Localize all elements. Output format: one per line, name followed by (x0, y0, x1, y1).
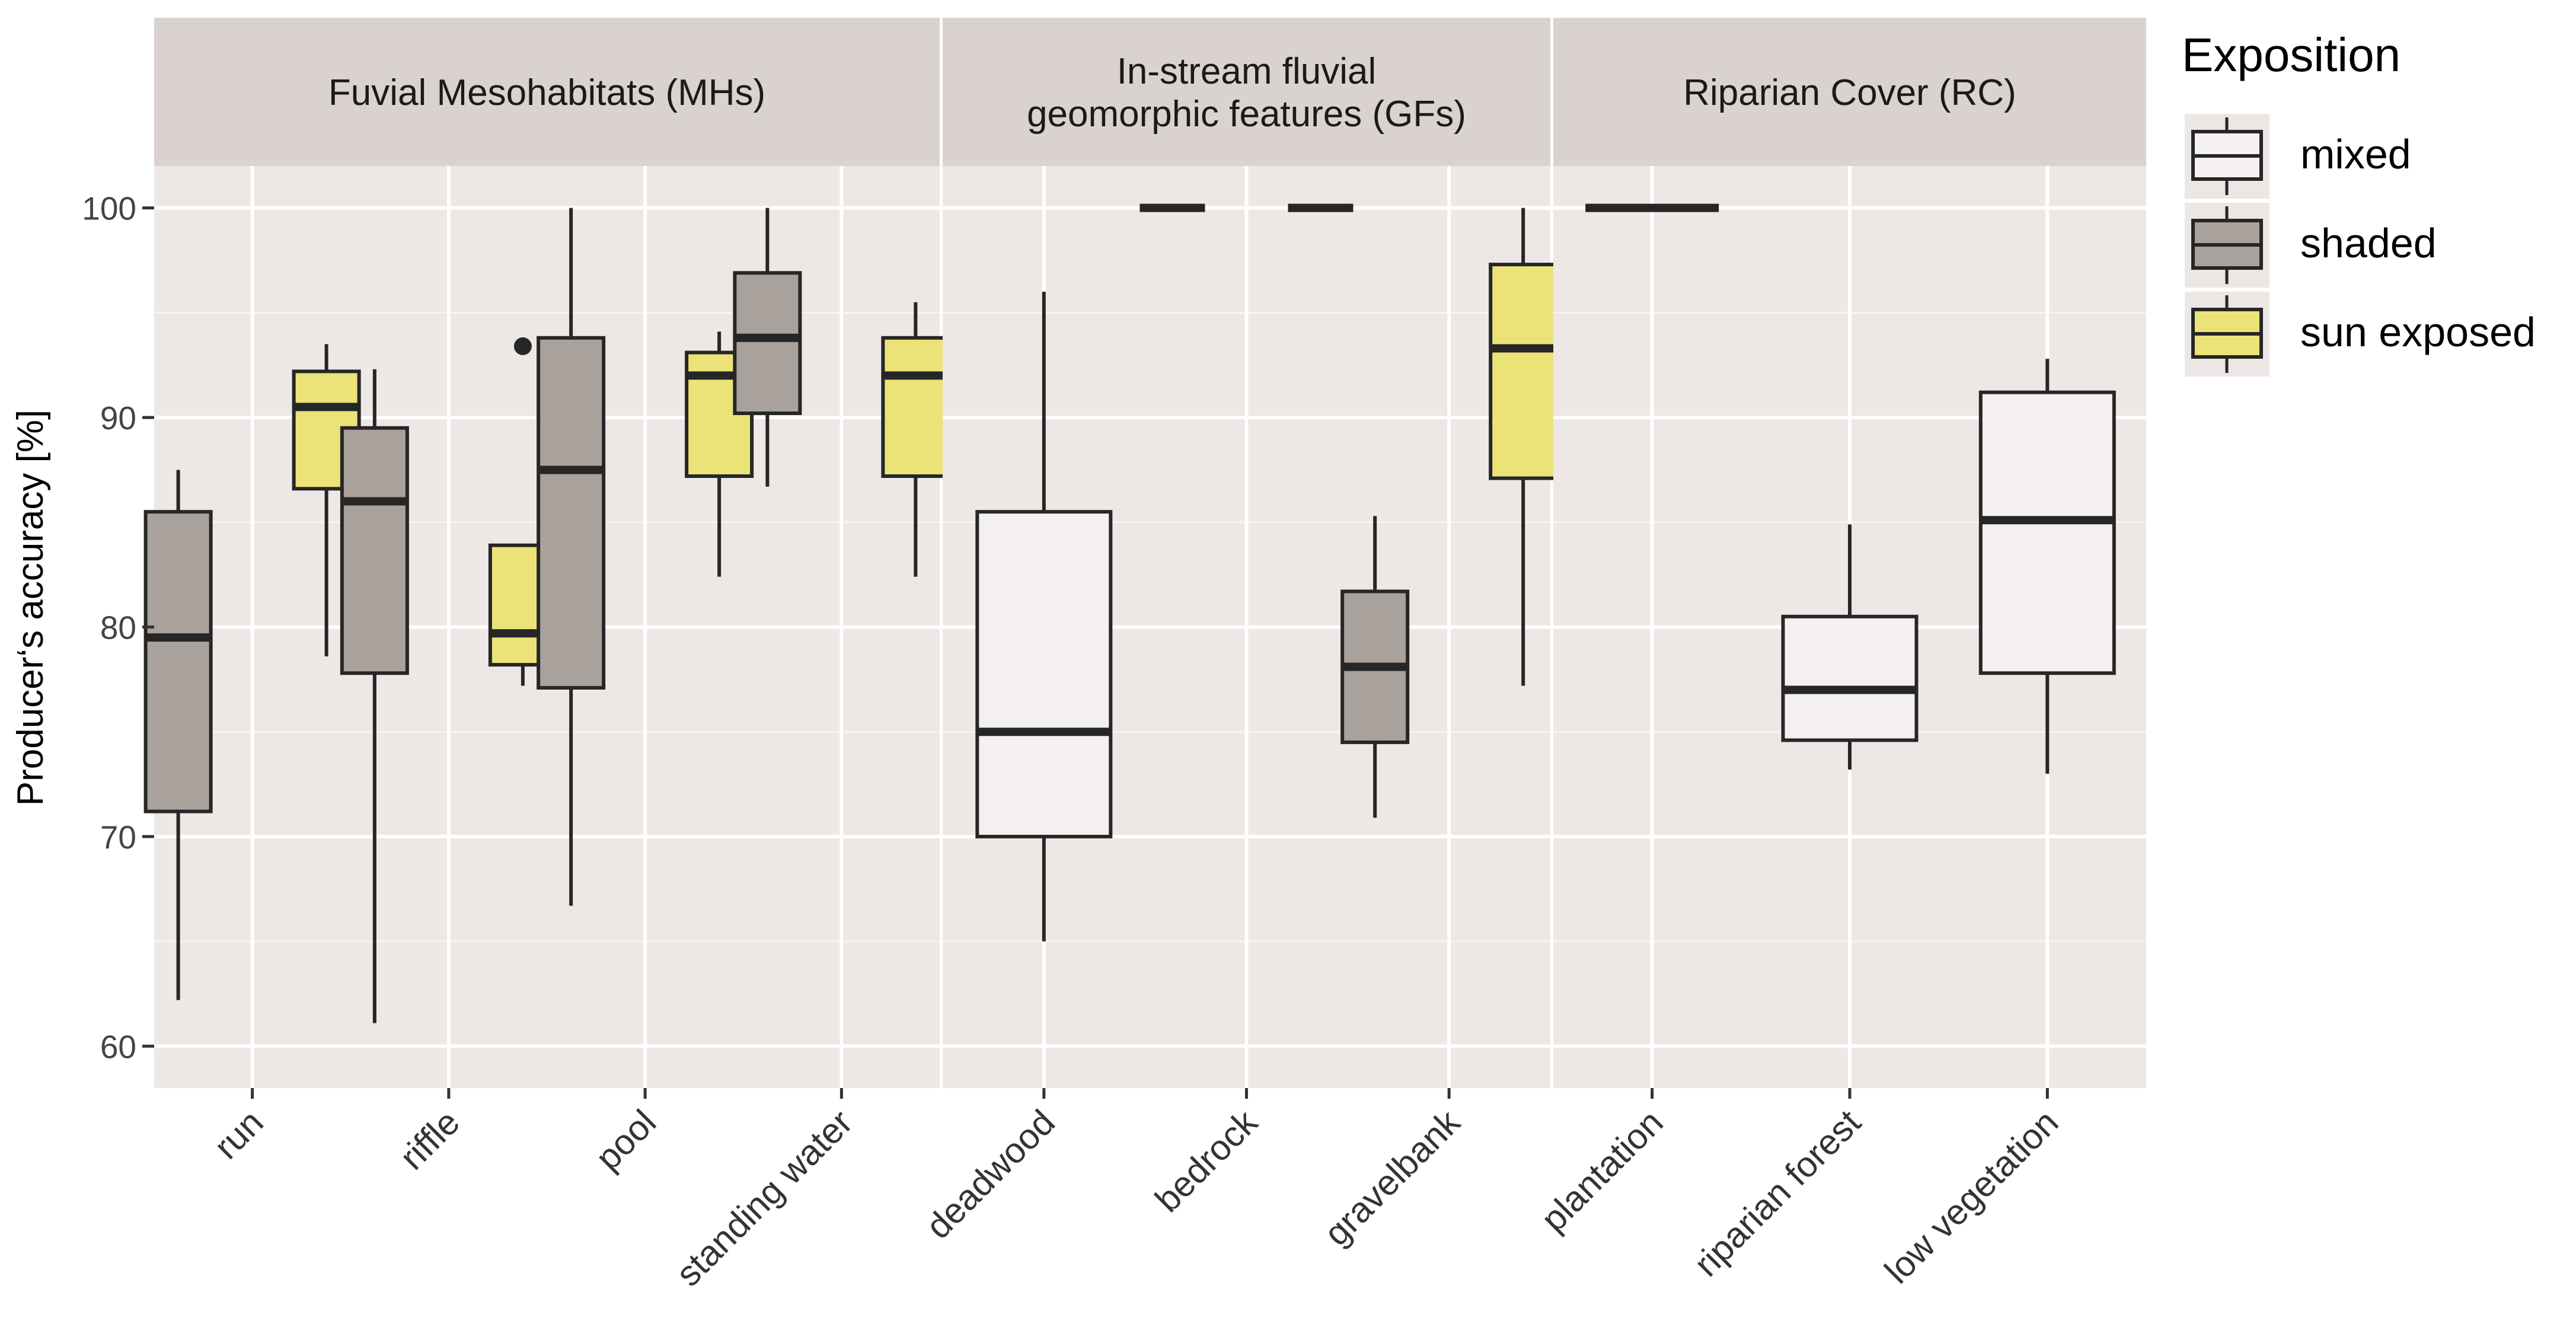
legend-entry-mixed: mixed (2185, 114, 2411, 199)
box-body (1489, 263, 1558, 480)
box-body (1781, 614, 1919, 742)
y-tick-label: 70 (100, 819, 136, 856)
box-body (881, 336, 950, 479)
box-outlier (513, 337, 532, 355)
x-tick-label: deadwood (918, 1102, 1062, 1246)
legend-entry-shaded: shaded (2185, 203, 2437, 288)
y-tick-label: 60 (100, 1028, 136, 1065)
x-tick-label: run (206, 1102, 271, 1167)
y-tick-label: 100 (82, 190, 136, 227)
x-tick-label: pool (588, 1102, 664, 1178)
x-tick-label: riparian forest (1686, 1102, 1868, 1284)
y-tick-label: 90 (100, 400, 136, 436)
box-low-vegetation-mixed (1978, 359, 2116, 774)
panel-strip (943, 18, 1550, 166)
box-body (143, 510, 213, 814)
box-pool-shaded (537, 208, 606, 906)
box-body (975, 510, 1113, 838)
y-axis-title: Producer‘s accuracy [%] (10, 410, 51, 806)
box-standing-water-sun-exposed (881, 302, 950, 577)
legend-label: mixed (2300, 131, 2411, 177)
box-riparian-forest-mixed (1781, 524, 1919, 770)
panel-title: Riparian Cover (RC) (1683, 72, 2016, 113)
x-tick-label: plantation (1533, 1102, 1670, 1239)
box-standing-water-shaded (733, 208, 802, 487)
x-tick-label: low vegetation (1877, 1102, 2066, 1291)
y-tick-label: 80 (100, 610, 136, 646)
legend-title: Exposition (2182, 28, 2401, 81)
box-body (1978, 390, 2116, 675)
panel-strip (154, 18, 940, 166)
legend-label: shaded (2300, 220, 2437, 266)
panel-strip (1553, 18, 2146, 166)
legend-entry-sun-exposed: sun exposed (2185, 292, 2536, 377)
legend-label: sun exposed (2300, 309, 2536, 355)
box-run-shaded (143, 470, 213, 1000)
box-body (733, 271, 802, 416)
x-tick-label: riffle (392, 1102, 467, 1178)
box-body (340, 426, 409, 675)
x-tick-label: gravelbank (1316, 1102, 1468, 1253)
box-body (537, 336, 606, 690)
panel-title: Fuvial Mesohabitats (MHs) (328, 72, 765, 113)
x-tick-label: bedrock (1147, 1102, 1265, 1220)
panel-title: geomorphic features (GFs) (1027, 94, 1466, 135)
box-gravelbank-shaded (1340, 516, 1410, 818)
box-riffle-shaded (340, 369, 409, 1023)
panel-title: In-stream fluvial (1117, 51, 1377, 92)
box-deadwood-mixed (975, 292, 1113, 942)
x-tick-label: standing water (668, 1102, 860, 1294)
